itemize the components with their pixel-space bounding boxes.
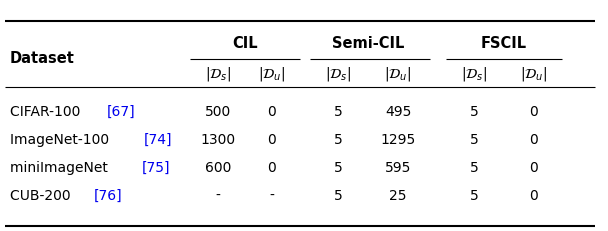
Text: ImageNet-100: ImageNet-100 [10,132,114,146]
Text: $|\mathcal{D}_s|$: $|\mathcal{D}_s|$ [461,65,487,83]
Text: 0: 0 [530,105,538,119]
Text: 5: 5 [469,105,478,119]
Text: $|\mathcal{D}_s|$: $|\mathcal{D}_s|$ [205,65,231,83]
Text: CUB-200: CUB-200 [10,188,75,202]
Text: miniImageNet: miniImageNet [10,160,112,174]
Text: CIFAR-100: CIFAR-100 [10,105,85,119]
Text: 5: 5 [334,105,342,119]
Text: 0: 0 [268,132,277,146]
Text: 5: 5 [469,188,478,202]
Text: 0: 0 [530,188,538,202]
Text: 500: 500 [205,105,231,119]
Text: 1300: 1300 [201,132,235,146]
Text: 1295: 1295 [381,132,416,146]
Text: Semi-CIL: Semi-CIL [332,36,404,51]
Text: 0: 0 [268,160,277,174]
Text: 0: 0 [530,160,538,174]
Text: 600: 600 [205,160,231,174]
Text: -: - [269,188,274,202]
Text: [67]: [67] [106,105,135,119]
Text: 25: 25 [389,188,407,202]
Text: 5: 5 [469,132,478,146]
Text: [75]: [75] [142,160,170,174]
Text: $|\mathcal{D}_u|$: $|\mathcal{D}_u|$ [258,65,286,83]
Text: 5: 5 [334,160,342,174]
Text: 5: 5 [334,188,342,202]
Text: $|\mathcal{D}_u|$: $|\mathcal{D}_u|$ [520,65,548,83]
Text: Dataset: Dataset [10,51,75,66]
Text: 595: 595 [385,160,411,174]
Text: 0: 0 [530,132,538,146]
Text: 0: 0 [268,105,277,119]
Text: [74]: [74] [143,132,172,146]
Text: $|\mathcal{D}_s|$: $|\mathcal{D}_s|$ [325,65,351,83]
Text: CIL: CIL [232,36,258,51]
Text: 495: 495 [385,105,411,119]
Text: FSCIL: FSCIL [481,36,527,51]
Text: 5: 5 [334,132,342,146]
Text: -: - [216,188,221,202]
Text: 5: 5 [469,160,478,174]
Text: $|\mathcal{D}_u|$: $|\mathcal{D}_u|$ [384,65,412,83]
Text: [76]: [76] [94,188,122,202]
